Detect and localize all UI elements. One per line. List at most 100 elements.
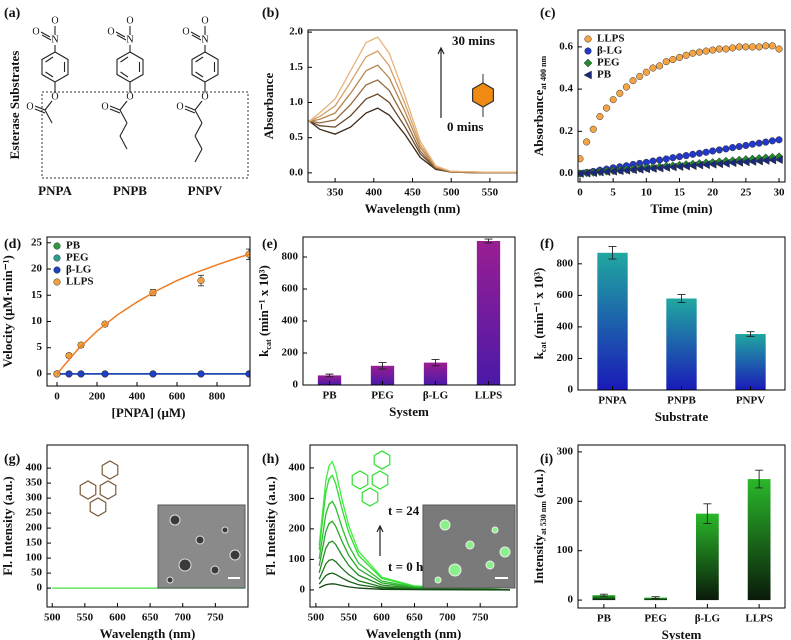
atom-label: O bbox=[51, 91, 58, 102]
y-axis-label-main: k bbox=[531, 351, 546, 359]
point bbox=[245, 370, 250, 378]
bond bbox=[120, 71, 129, 78]
y-axis-label-main: Absorbance bbox=[261, 73, 276, 140]
bond bbox=[194, 109, 203, 124]
bond bbox=[41, 34, 52, 41]
x-tick-label: 10 bbox=[641, 187, 653, 199]
point bbox=[702, 148, 710, 156]
y-tick-label: 800 bbox=[557, 257, 574, 269]
droplet bbox=[169, 514, 181, 526]
droplet bbox=[448, 563, 462, 577]
point bbox=[682, 152, 690, 160]
x-tick-label: 400 bbox=[366, 187, 383, 199]
bond bbox=[191, 34, 202, 41]
x-tick-label: 750 bbox=[472, 612, 489, 624]
point bbox=[602, 104, 611, 112]
y-tick-label: 300 bbox=[557, 445, 574, 457]
legend-label: LLPS bbox=[66, 276, 94, 288]
chart-panel: 0.0 0.2 0.4 0.6 0 5 10 15 20 25 30 Time (min) Absorb… bbox=[531, 29, 786, 216]
x-tick-label: PEG bbox=[644, 613, 667, 625]
substrate-name: PNPA bbox=[38, 183, 72, 198]
y-tick-label: 400 bbox=[557, 320, 574, 332]
point bbox=[662, 58, 670, 66]
error-bar bbox=[484, 238, 493, 244]
bond bbox=[45, 71, 54, 78]
bond bbox=[195, 71, 204, 78]
droplet bbox=[499, 546, 511, 558]
x-tick-label: β-LG bbox=[423, 390, 449, 402]
point bbox=[629, 77, 637, 85]
x-tick-label: 500 bbox=[308, 612, 325, 624]
chart-panel: 0 50 100 150 200 250 300 350 400 500 550 600 650 700 7… bbox=[0, 444, 249, 640]
series-line bbox=[318, 583, 510, 591]
y-tick-label: 0 bbox=[568, 384, 574, 396]
bond bbox=[119, 109, 128, 124]
point bbox=[669, 56, 677, 64]
bar bbox=[423, 362, 448, 385]
droplet bbox=[210, 565, 220, 575]
chart-panel: 0 200 400 600 800 Substrate kcat (min⁻¹ x 10³)… bbox=[531, 236, 786, 424]
y-tick-label: 0 bbox=[37, 582, 43, 594]
panel-label: (f) bbox=[540, 237, 554, 252]
axes-frame bbox=[302, 236, 516, 386]
y-tick-label: 400 bbox=[289, 461, 306, 473]
molecule-ring bbox=[351, 470, 369, 490]
legend-label: PEG bbox=[66, 252, 89, 264]
y-tick-label: 100 bbox=[289, 553, 306, 565]
series-line bbox=[318, 540, 510, 591]
plot-area bbox=[308, 36, 517, 174]
point bbox=[768, 42, 776, 50]
atom-label: O bbox=[126, 15, 133, 26]
y-tick-label: 100 bbox=[557, 544, 574, 556]
point bbox=[656, 156, 664, 164]
diagram-axis-label: Esterase Substrates bbox=[7, 51, 22, 160]
axes-frame bbox=[309, 444, 518, 608]
x-tick-label: 500 bbox=[44, 612, 61, 624]
y-tick-label: 0.5 bbox=[289, 131, 303, 143]
atom-label: O bbox=[51, 15, 58, 26]
atom-label: N bbox=[51, 34, 58, 45]
y-tick-label: 2.0 bbox=[289, 26, 303, 38]
series-line bbox=[318, 520, 510, 591]
y-tick-label: 15 bbox=[31, 289, 43, 301]
x-tick-label: PNPV bbox=[736, 395, 765, 407]
atom-label: O bbox=[107, 26, 114, 37]
y-tick-label: 200 bbox=[282, 347, 299, 359]
y-tick-label: 25 bbox=[31, 236, 43, 248]
molecule-ring bbox=[89, 497, 107, 517]
bond bbox=[120, 56, 129, 63]
x-axis-label: Wavelength (nm) bbox=[365, 201, 461, 216]
point bbox=[762, 138, 770, 146]
chart-panel: 0 200 400 600 800 System kcat (min⁻¹ x 10³) PB P… bbox=[256, 236, 516, 419]
x-tick-label: 650 bbox=[406, 612, 423, 624]
y-tick-label: 0 bbox=[300, 583, 306, 595]
y-axis-label-main: Absorbance bbox=[531, 89, 546, 156]
atom-label: O bbox=[32, 26, 39, 37]
y-tick-label: 0.0 bbox=[289, 166, 303, 178]
ester-box bbox=[41, 91, 249, 179]
error-bar bbox=[608, 246, 617, 260]
y-tick-label: 1.0 bbox=[289, 96, 303, 108]
atom-label: O bbox=[201, 91, 208, 102]
bond bbox=[119, 135, 128, 150]
point bbox=[715, 45, 723, 53]
point bbox=[662, 155, 670, 163]
atom-label: O bbox=[101, 101, 108, 112]
series-line bbox=[308, 36, 517, 173]
bond bbox=[184, 105, 196, 111]
point bbox=[748, 43, 757, 51]
bond bbox=[34, 108, 46, 114]
series-line bbox=[56, 253, 250, 375]
error-bar bbox=[677, 294, 686, 303]
chart-panel: 0 100 200 300 400 500 550 600 650 700 750 Wavelengt… bbox=[263, 444, 518, 640]
bar bbox=[597, 252, 628, 390]
atom-label: O bbox=[26, 101, 33, 112]
y-axis-label-sub: at 530 nm bbox=[539, 501, 548, 535]
chart-panel: 0.0 0.5 1.0 1.5 2.0 350 400 450 500 550 Wavelength… bbox=[261, 26, 518, 216]
point bbox=[596, 113, 604, 121]
x-tick-label: 450 bbox=[404, 187, 421, 199]
y-axis-label-main: Fl. Intensity (a.u.) bbox=[0, 476, 15, 575]
point bbox=[709, 46, 717, 54]
droplet bbox=[439, 519, 451, 531]
